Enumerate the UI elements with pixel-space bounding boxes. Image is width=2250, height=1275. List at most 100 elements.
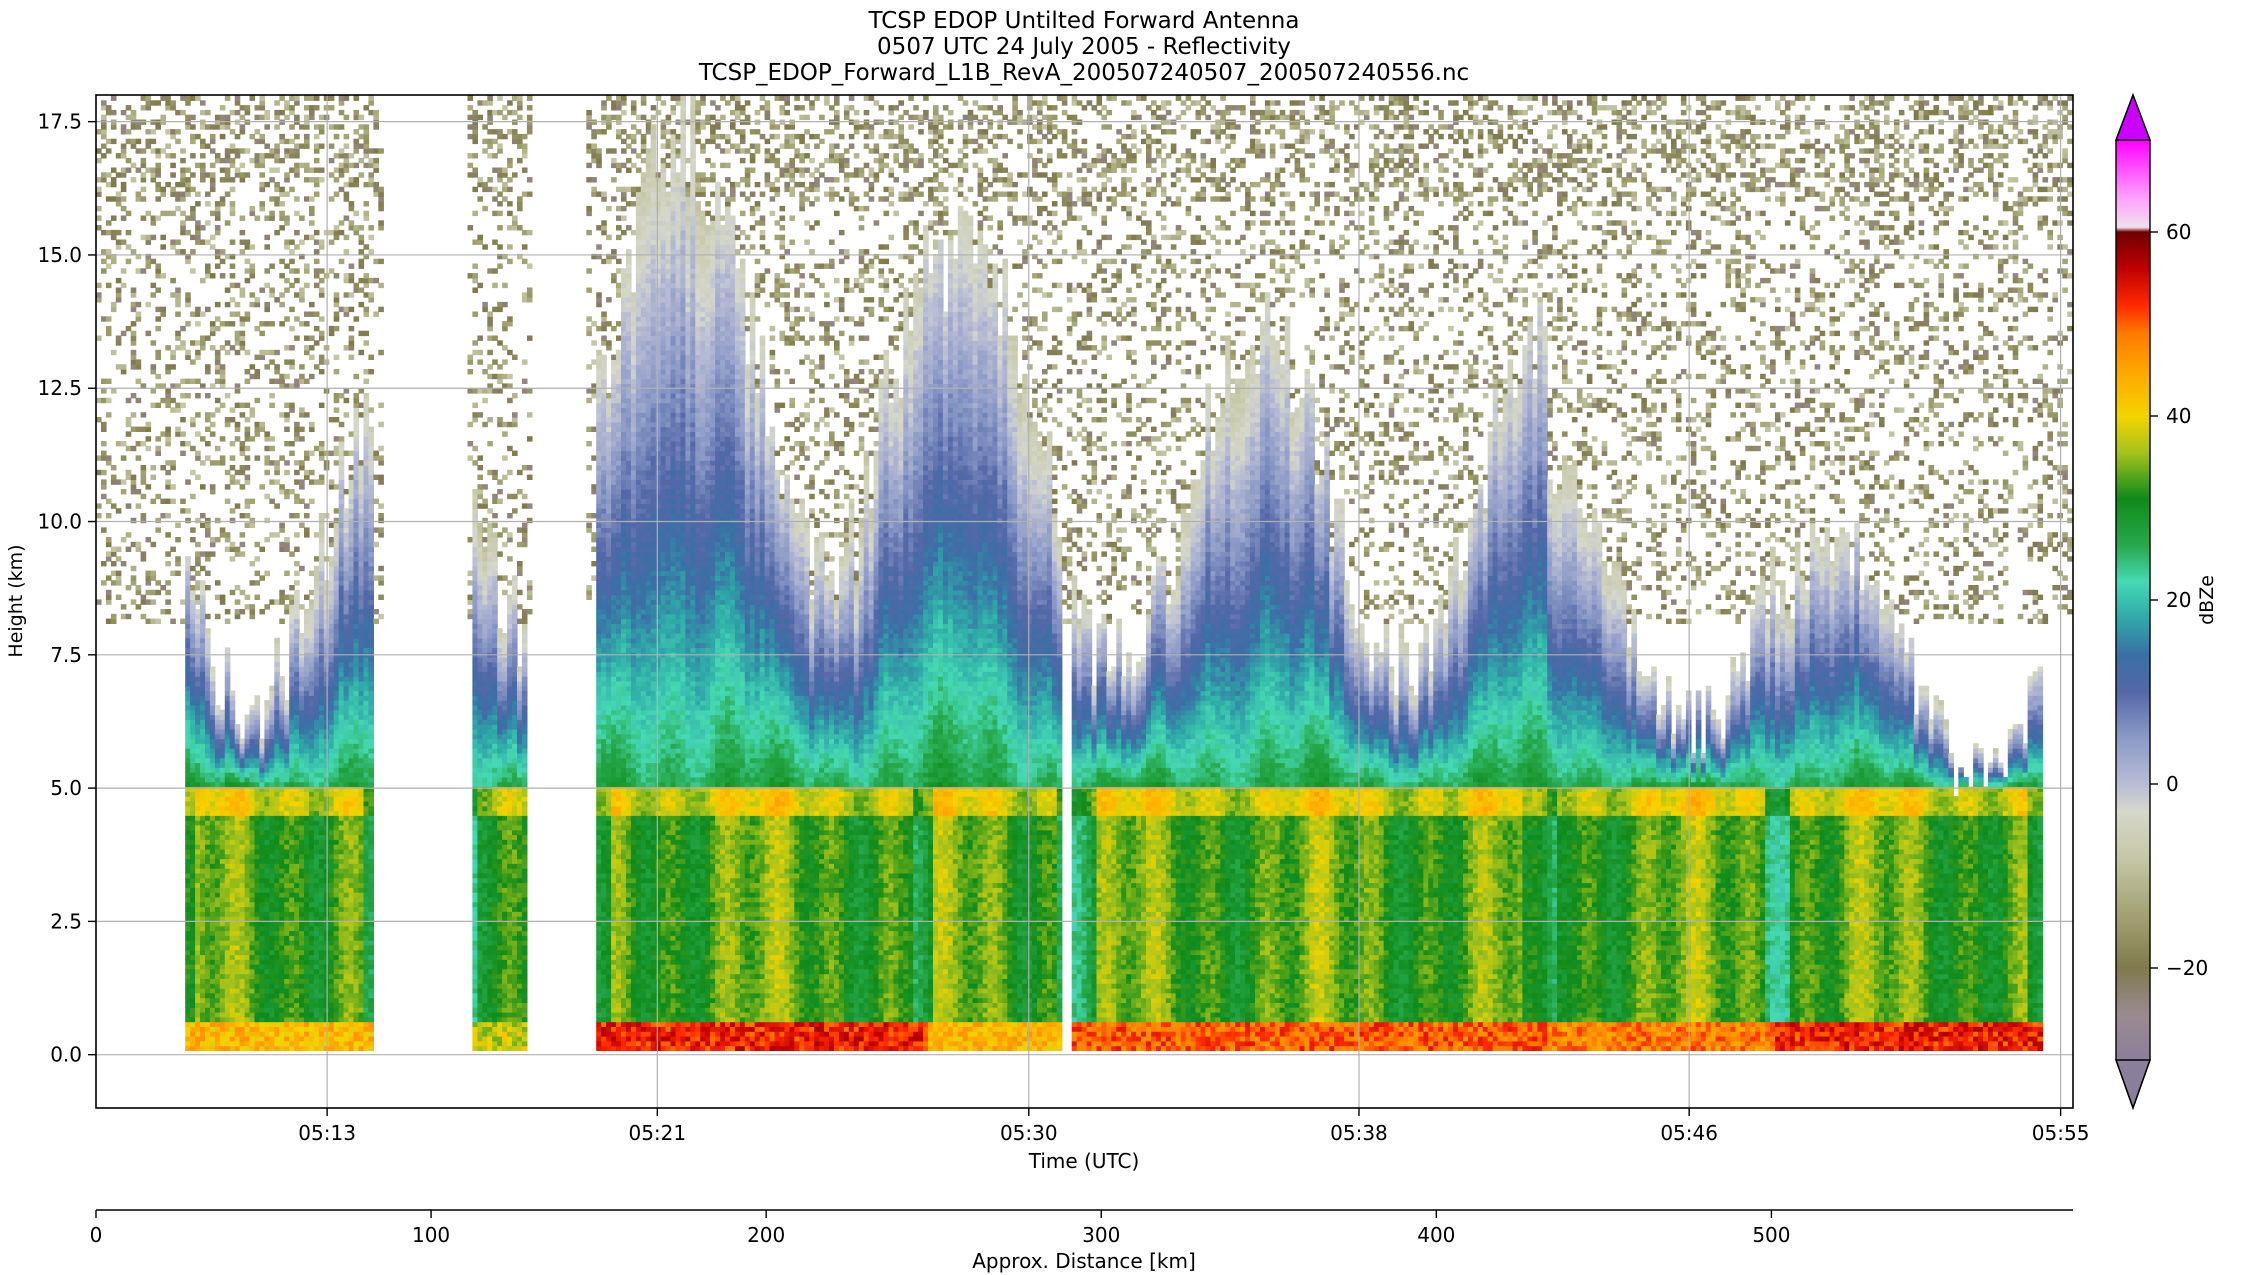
heatmap-cell [279, 902, 285, 907]
heatmap-cell [230, 897, 236, 902]
heatmap-cell [225, 115, 231, 120]
heatmap-cell [111, 479, 117, 484]
heatmap-cell [255, 868, 261, 873]
heatmap-cell [151, 148, 157, 153]
heatmap-cell [180, 499, 186, 504]
heatmap-cell [240, 412, 246, 417]
heatmap-cell [230, 907, 236, 912]
heatmap-cell [170, 619, 176, 624]
heatmap-cell [269, 772, 275, 777]
heatmap-cell [200, 599, 206, 604]
heatmap-cell [131, 144, 137, 149]
heatmap-cell [165, 551, 171, 556]
heatmap-cell [220, 791, 226, 796]
heatmap-cell [190, 974, 196, 979]
heatmap-cell [269, 379, 275, 384]
heatmap-cell [215, 153, 221, 158]
heatmap-cell [116, 240, 122, 245]
plot-area: 0.02.55.07.510.012.515.017.5 05:13 05:21 0… [37, 95, 2089, 1145]
heatmap-cell [225, 993, 231, 998]
heatmap-cell [175, 431, 181, 436]
heatmap-cell [141, 614, 147, 619]
heatmap-cell [245, 1002, 251, 1007]
heatmap-cell [284, 796, 290, 801]
heatmap-cell [210, 801, 216, 806]
heatmap-cell [289, 681, 295, 686]
heatmap-cell [259, 158, 265, 163]
heatmap-cell [190, 705, 196, 710]
heatmap-cell [151, 599, 157, 604]
heatmap-cell [195, 878, 201, 883]
heatmap-cell [284, 969, 290, 974]
heatmap-cell [289, 1026, 295, 1031]
heatmap-cell [245, 479, 251, 484]
heatmap-cell [230, 590, 236, 595]
heatmap-cell [235, 585, 241, 590]
heatmap-cell [259, 115, 265, 120]
heatmap-cell [294, 196, 300, 201]
heatmap-cell [274, 710, 280, 715]
heatmap-cell [240, 782, 246, 787]
heatmap-cell [185, 350, 191, 355]
heatmap-cell [146, 590, 152, 595]
heatmap-cell [180, 508, 186, 513]
heatmap-cell [205, 676, 211, 681]
heatmap-cell [299, 955, 305, 960]
heatmap-cell [215, 710, 221, 715]
heatmap-cell [240, 465, 246, 470]
heatmap-cell [269, 216, 275, 221]
heatmap-cell [116, 580, 122, 585]
heatmap-cell [195, 748, 201, 753]
heatmap-cell [274, 115, 280, 120]
heatmap-cell [255, 1002, 261, 1007]
heatmap-cell [240, 316, 246, 321]
heatmap-cell [255, 777, 261, 782]
heatmap-cell [225, 681, 231, 686]
heatmap-cell [185, 667, 191, 672]
heatmap-cell [215, 580, 221, 585]
heatmap-cell [299, 772, 305, 777]
heatmap-cell [264, 758, 270, 763]
heatmap-cell [255, 153, 261, 158]
heatmap-cell [250, 950, 256, 955]
heatmap-cell [259, 931, 265, 936]
heatmap-cell [220, 945, 226, 950]
heatmap-cell [235, 388, 241, 393]
heatmap-cell [200, 926, 206, 931]
heatmap-cell [294, 887, 300, 892]
heatmap-cell [225, 619, 231, 624]
heatmap-cell [294, 230, 300, 235]
heatmap-cell [284, 873, 290, 878]
heatmap-cell [240, 1022, 246, 1027]
heatmap-cell [264, 998, 270, 1003]
heatmap-cell [279, 134, 285, 139]
heatmap-cell [111, 216, 117, 221]
heatmap-cell [96, 470, 102, 475]
heatmap-cell [269, 264, 275, 269]
heatmap-cell [294, 739, 300, 744]
heatmap-cell [200, 940, 206, 945]
heatmap-cell [96, 148, 102, 153]
heatmap-cell [230, 508, 236, 513]
heatmap-cell [151, 139, 157, 144]
heatmap-cell [250, 364, 256, 369]
heatmap-cell [205, 748, 211, 753]
heatmap-cell [185, 508, 191, 513]
heatmap-cell [259, 902, 265, 907]
heatmap-cell [121, 331, 127, 336]
heatmap-cell [200, 772, 206, 777]
heatmap-cell [215, 1041, 221, 1046]
heatmap-cell [284, 815, 290, 820]
heatmap-cell [190, 1041, 196, 1046]
heatmap-cell [215, 974, 221, 979]
heatmap-cell [269, 715, 275, 720]
heatmap-cell [250, 561, 256, 566]
heatmap-cell [284, 1017, 290, 1022]
heatmap-cell [220, 436, 226, 441]
heatmap-cell [111, 350, 117, 355]
heatmap-cell [210, 1002, 216, 1007]
heatmap-cell [205, 686, 211, 691]
heatmap-cell [284, 878, 290, 883]
heatmap-cell [220, 134, 226, 139]
heatmap-cell [116, 244, 122, 249]
